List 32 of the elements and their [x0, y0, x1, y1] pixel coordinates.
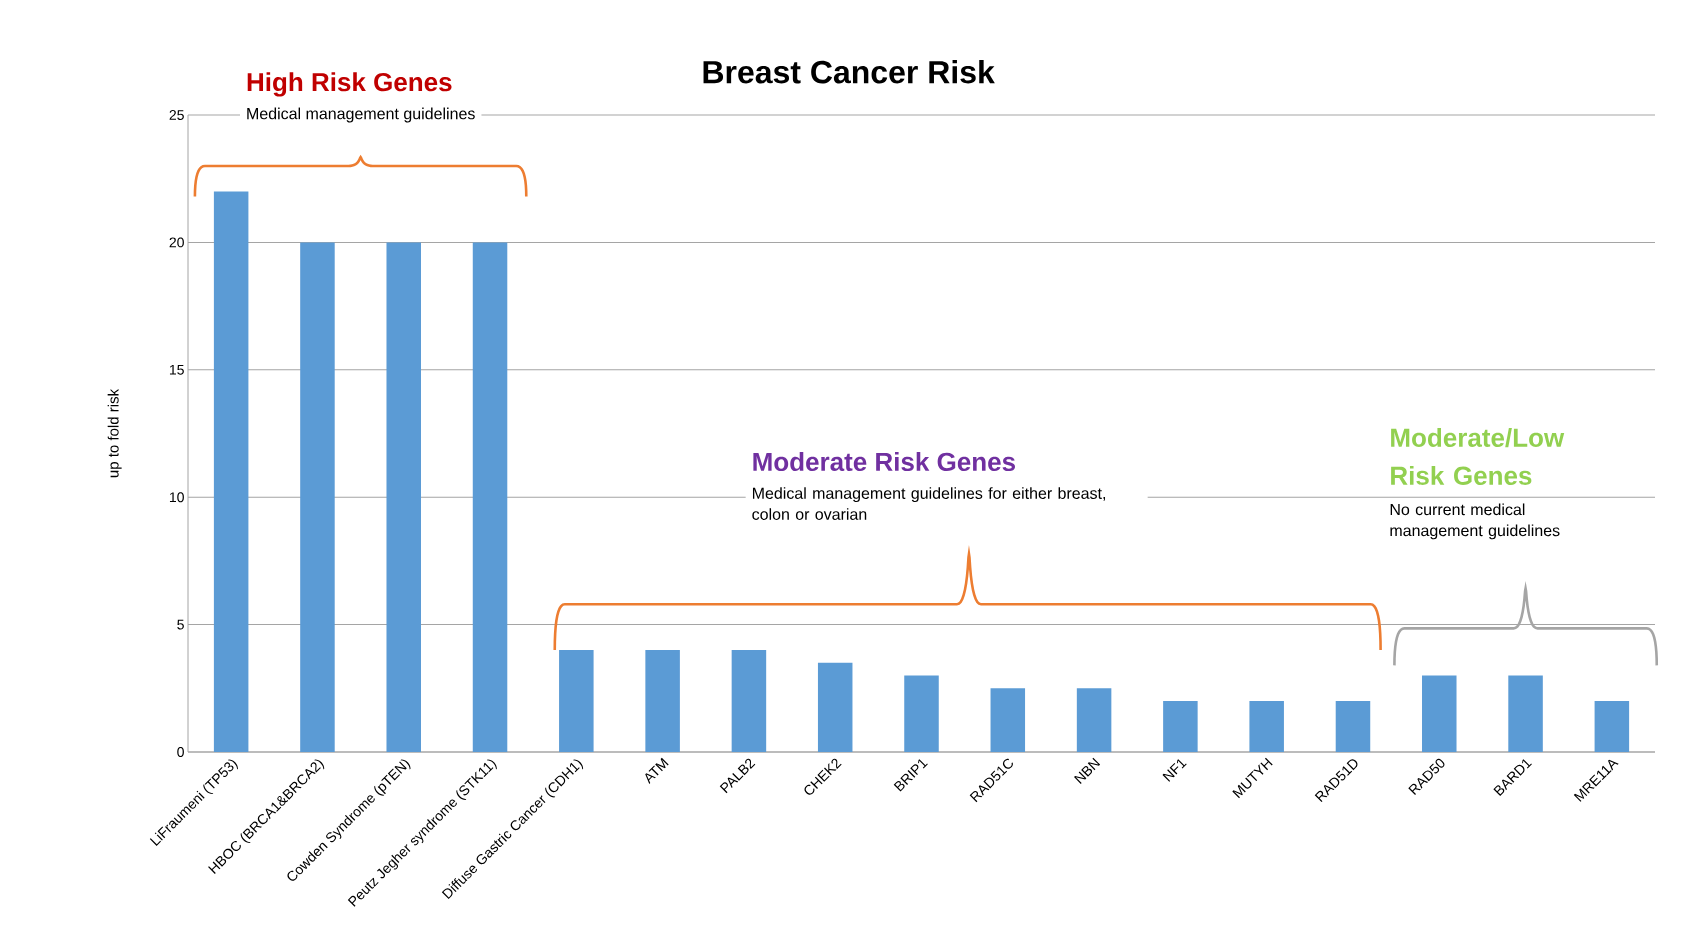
bar: [213, 191, 249, 752]
bar: [645, 650, 680, 752]
bar: [817, 662, 853, 752]
bar: [386, 242, 421, 752]
bar: [1249, 701, 1284, 752]
y-tick-label: 10: [169, 492, 184, 503]
bar: [472, 242, 508, 752]
bar: [1422, 675, 1457, 752]
bar: [1508, 675, 1543, 752]
chart-title: Breast Cancer Risk: [703, 59, 995, 84]
text: High Risk Genes: [247, 72, 452, 97]
x-tick-label: NF1: [1162, 759, 1187, 782]
bar: [1594, 701, 1630, 752]
y-tick-label: 0: [177, 747, 184, 757]
bar: [731, 650, 767, 752]
bar: [904, 675, 939, 752]
bar: [1163, 701, 1198, 752]
y-tick-label: 15: [169, 364, 184, 375]
annotation: Moderate Risk Genes: [753, 451, 1015, 472]
y-tick-label: 20: [169, 237, 184, 248]
annotation: Medical management guidelines for either breast, colon or ovarian: [752, 487, 1106, 520]
bar: [990, 688, 1026, 752]
bar: [1335, 701, 1371, 752]
bar: [559, 650, 594, 752]
bar: [1076, 688, 1112, 752]
y-axis-title: up to fold risk: [107, 388, 122, 478]
y-tick-label: 25: [169, 110, 184, 120]
bar: [300, 242, 335, 752]
annotation: Moderate/Low Risk Genes: [1391, 427, 1565, 485]
y-tick-label: 5: [177, 619, 184, 630]
annotation: Medical management guidelines: [247, 107, 475, 123]
annotation: No current medical management guidelines: [1390, 503, 1560, 540]
